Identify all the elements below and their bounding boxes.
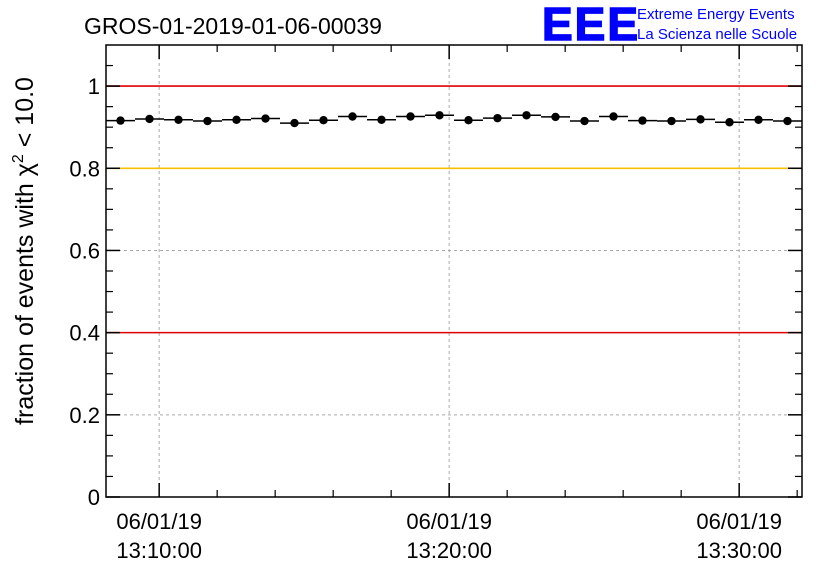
x-tick-label-date: 06/01/19 [116, 509, 202, 534]
y-axis-label-suffix: < 10.0 [11, 77, 39, 154]
data-series [106, 111, 802, 128]
eee-logo-line2: La Scienza nelle Scuole [637, 26, 797, 43]
y-tick-label: 1 [88, 74, 100, 99]
data-point [290, 118, 299, 128]
chart-title: GROS-01-2019-01-06-00039 [84, 13, 382, 39]
x-tick-label-time: 13:10:00 [116, 538, 202, 563]
y-axis-label: fraction of events with χ2 < 10.0 [10, 77, 39, 425]
x-tick-label-time: 13:30:00 [696, 538, 782, 563]
data-point [203, 116, 212, 126]
data-point [145, 114, 154, 124]
y-tick-label: 0.2 [69, 403, 100, 428]
data-point [725, 118, 734, 127]
reference-lines [106, 85, 802, 334]
data-point [609, 112, 618, 121]
y-tick-label: 0.8 [69, 156, 100, 181]
data-point [580, 116, 589, 126]
data-point [116, 116, 125, 125]
eee-logo-mark: EEE [542, 0, 640, 50]
y-axis-label-prefix: fraction of events with χ [11, 163, 39, 425]
data-point [551, 112, 560, 122]
data-point [406, 112, 415, 121]
x-tick-label-date: 06/01/19 [406, 509, 492, 534]
data-point [667, 116, 676, 126]
y-axis-label-sup: 2 [10, 154, 27, 163]
data-point [638, 116, 647, 125]
x-tick-label-date: 06/01/19 [696, 509, 782, 534]
y-tick-label: 0.4 [69, 321, 100, 346]
y-tick-label: 0 [88, 485, 100, 510]
data-point [522, 111, 531, 120]
axis-ticks [106, 45, 802, 498]
data-point [232, 115, 241, 124]
y-tick-label: 0.6 [69, 238, 100, 263]
data-point [464, 115, 473, 125]
data-point [435, 111, 444, 120]
eee-logo-line1: Extreme Energy Events [637, 6, 795, 23]
eee-logo: EEE Extreme Energy Events La Scienza nel… [541, 0, 797, 51]
data-point [319, 115, 328, 125]
data-point [696, 115, 705, 124]
axis-labels: 0 0.2 0.4 0.6 0.8 1 06/01/19 13:10:00 06/01/19 13… [69, 74, 782, 563]
data-point [348, 112, 357, 121]
data-point [377, 115, 386, 124]
data-point [783, 116, 792, 126]
data-point [754, 115, 763, 124]
x-tick-label-time: 13:20:00 [406, 538, 492, 563]
data-point [493, 113, 502, 123]
data-point [261, 114, 270, 123]
data-point [174, 115, 183, 124]
